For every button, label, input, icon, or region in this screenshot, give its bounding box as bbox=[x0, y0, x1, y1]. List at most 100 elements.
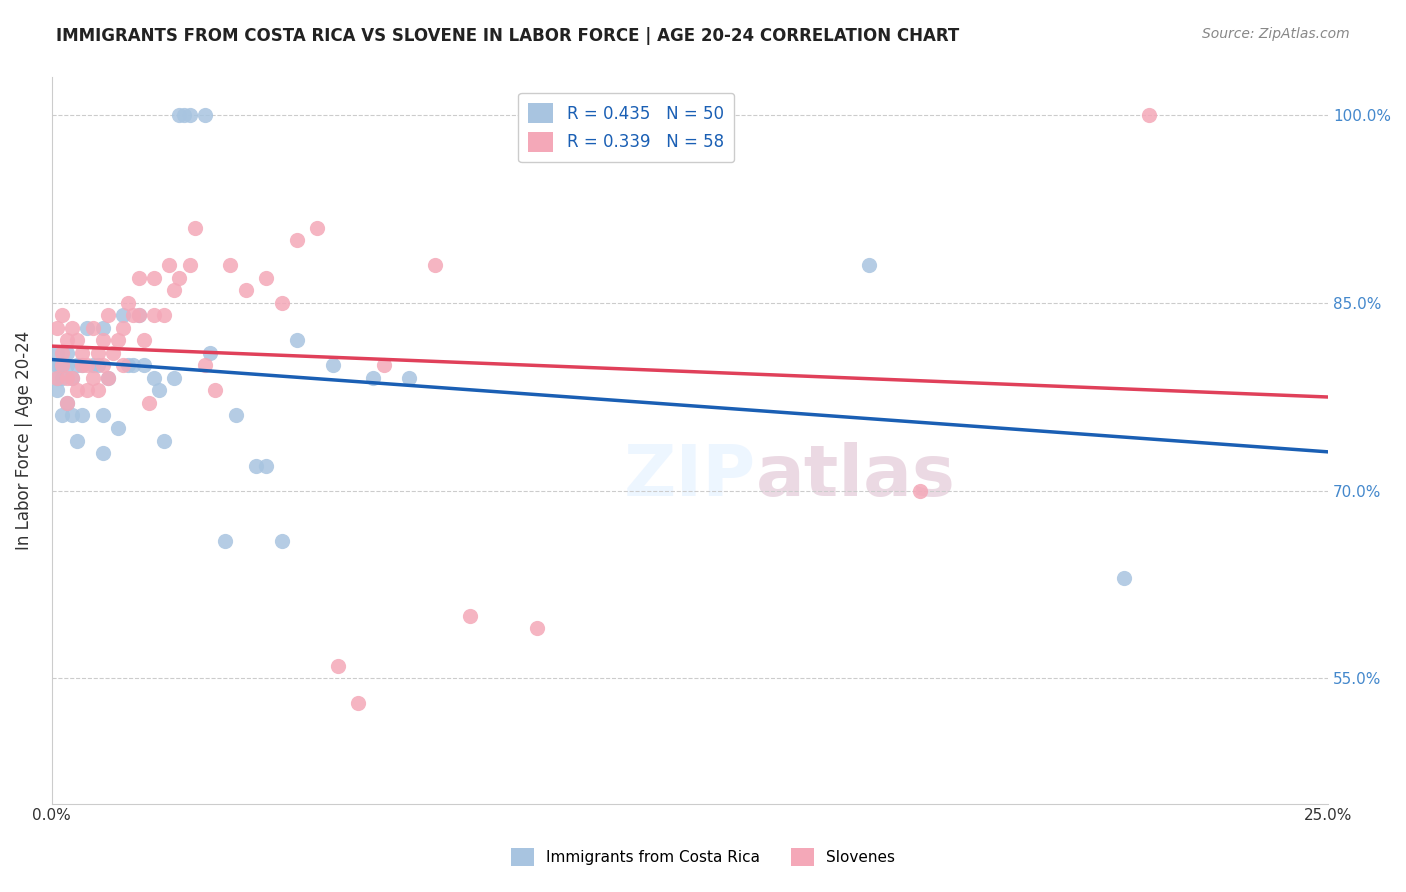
Immigrants from Costa Rica bbox=[225, 409, 247, 423]
Immigrants from Costa Rica bbox=[132, 359, 155, 373]
Slovenes bbox=[460, 608, 482, 623]
Slovenes bbox=[347, 697, 370, 711]
Immigrants from Costa Rica bbox=[173, 108, 195, 122]
Immigrants from Costa Rica bbox=[198, 346, 221, 360]
Immigrants from Costa Rica bbox=[214, 533, 236, 548]
Slovenes bbox=[56, 334, 79, 348]
Slovenes bbox=[194, 359, 217, 373]
Immigrants from Costa Rica bbox=[245, 458, 267, 473]
Slovenes bbox=[219, 258, 242, 272]
Slovenes bbox=[254, 270, 277, 285]
Immigrants from Costa Rica bbox=[112, 309, 135, 323]
Immigrants from Costa Rica bbox=[72, 409, 94, 423]
Slovenes bbox=[307, 220, 329, 235]
Text: IMMIGRANTS FROM COSTA RICA VS SLOVENE IN LABOR FORCE | AGE 20-24 CORRELATION CHA: IMMIGRANTS FROM COSTA RICA VS SLOVENE IN… bbox=[56, 27, 959, 45]
Immigrants from Costa Rica bbox=[56, 359, 79, 373]
Immigrants from Costa Rica bbox=[45, 359, 67, 373]
Slovenes bbox=[82, 371, 104, 385]
Immigrants from Costa Rica bbox=[91, 409, 114, 423]
Slovenes bbox=[157, 258, 180, 272]
Immigrants from Costa Rica bbox=[179, 108, 201, 122]
Slovenes bbox=[373, 359, 395, 373]
Slovenes bbox=[76, 359, 98, 373]
Slovenes bbox=[1139, 108, 1161, 122]
Immigrants from Costa Rica bbox=[169, 108, 191, 122]
Slovenes bbox=[66, 384, 89, 398]
Slovenes bbox=[142, 309, 165, 323]
Slovenes bbox=[86, 384, 108, 398]
Immigrants from Costa Rica bbox=[56, 346, 79, 360]
Slovenes bbox=[91, 334, 114, 348]
Immigrants from Costa Rica bbox=[86, 359, 108, 373]
Immigrants from Costa Rica bbox=[56, 396, 79, 410]
Slovenes bbox=[72, 346, 94, 360]
Immigrants from Costa Rica bbox=[107, 421, 129, 435]
Slovenes bbox=[112, 359, 135, 373]
Slovenes bbox=[132, 334, 155, 348]
Slovenes bbox=[51, 346, 73, 360]
Text: Source: ZipAtlas.com: Source: ZipAtlas.com bbox=[1202, 27, 1350, 41]
Slovenes bbox=[51, 359, 73, 373]
Immigrants from Costa Rica bbox=[45, 359, 67, 373]
Immigrants from Costa Rica bbox=[82, 359, 104, 373]
Immigrants from Costa Rica bbox=[270, 533, 292, 548]
Text: ZIP: ZIP bbox=[624, 442, 756, 511]
Immigrants from Costa Rica bbox=[1112, 571, 1135, 585]
Immigrants from Costa Rica bbox=[72, 359, 94, 373]
Legend: R = 0.435   N = 50, R = 0.339   N = 58: R = 0.435 N = 50, R = 0.339 N = 58 bbox=[519, 93, 734, 162]
Slovenes bbox=[107, 334, 129, 348]
Text: atlas: atlas bbox=[756, 442, 956, 511]
Slovenes bbox=[128, 270, 150, 285]
Immigrants from Costa Rica bbox=[398, 371, 420, 385]
Slovenes bbox=[56, 396, 79, 410]
Slovenes bbox=[56, 371, 79, 385]
Immigrants from Costa Rica bbox=[97, 371, 120, 385]
Slovenes bbox=[235, 283, 257, 297]
Slovenes bbox=[183, 220, 205, 235]
Immigrants from Costa Rica bbox=[60, 409, 83, 423]
Immigrants from Costa Rica bbox=[285, 334, 308, 348]
Immigrants from Costa Rica bbox=[163, 371, 186, 385]
Slovenes bbox=[179, 258, 201, 272]
Slovenes bbox=[326, 659, 349, 673]
Slovenes bbox=[153, 309, 176, 323]
Immigrants from Costa Rica bbox=[45, 346, 67, 360]
Slovenes bbox=[91, 359, 114, 373]
Slovenes bbox=[142, 270, 165, 285]
Slovenes bbox=[76, 384, 98, 398]
Slovenes bbox=[86, 346, 108, 360]
Slovenes bbox=[72, 359, 94, 373]
Slovenes bbox=[45, 371, 67, 385]
Immigrants from Costa Rica bbox=[51, 371, 73, 385]
Slovenes bbox=[138, 396, 160, 410]
Slovenes bbox=[908, 483, 931, 498]
Slovenes bbox=[285, 233, 308, 247]
Slovenes bbox=[51, 309, 73, 323]
Slovenes bbox=[204, 384, 226, 398]
Immigrants from Costa Rica bbox=[117, 359, 139, 373]
Slovenes bbox=[128, 309, 150, 323]
Slovenes bbox=[45, 321, 67, 335]
Immigrants from Costa Rica bbox=[51, 409, 73, 423]
Immigrants from Costa Rica bbox=[45, 371, 67, 385]
Immigrants from Costa Rica bbox=[322, 359, 344, 373]
Immigrants from Costa Rica bbox=[76, 321, 98, 335]
Immigrants from Costa Rica bbox=[66, 359, 89, 373]
Legend: Immigrants from Costa Rica, Slovenes: Immigrants from Costa Rica, Slovenes bbox=[502, 838, 904, 875]
Immigrants from Costa Rica bbox=[363, 371, 385, 385]
Immigrants from Costa Rica bbox=[142, 371, 165, 385]
Immigrants from Costa Rica bbox=[91, 321, 114, 335]
Slovenes bbox=[163, 283, 186, 297]
Immigrants from Costa Rica bbox=[858, 258, 880, 272]
Slovenes bbox=[60, 371, 83, 385]
Slovenes bbox=[112, 321, 135, 335]
Slovenes bbox=[97, 371, 120, 385]
Slovenes bbox=[66, 334, 89, 348]
Immigrants from Costa Rica bbox=[153, 434, 176, 448]
Slovenes bbox=[122, 309, 145, 323]
Immigrants from Costa Rica bbox=[91, 446, 114, 460]
Slovenes bbox=[169, 270, 191, 285]
Slovenes bbox=[270, 295, 292, 310]
Slovenes bbox=[60, 321, 83, 335]
Slovenes bbox=[526, 621, 548, 635]
